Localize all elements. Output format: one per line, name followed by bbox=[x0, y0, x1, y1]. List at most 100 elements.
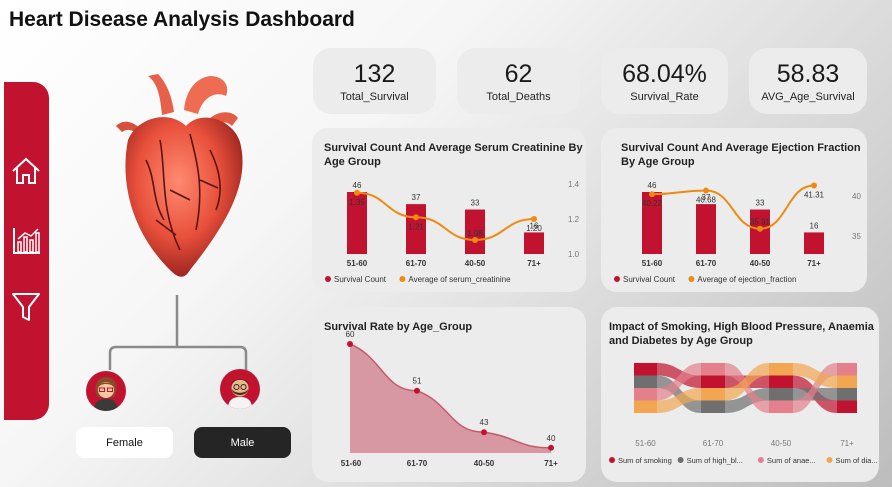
x-tick-label: 61-70 bbox=[407, 459, 428, 468]
male-avatar[interactable] bbox=[220, 369, 260, 409]
ribbon-segment bbox=[634, 388, 657, 401]
kpi-value: 132 bbox=[353, 60, 396, 88]
bar bbox=[696, 204, 716, 254]
y2-tick-label: 1.4 bbox=[568, 180, 580, 189]
line-label: 40.68 bbox=[696, 196, 717, 205]
bar bbox=[465, 209, 485, 254]
ribbon-segment bbox=[701, 363, 725, 376]
chart-title: Survival Rate by Age_Group bbox=[324, 321, 473, 333]
legend-marker bbox=[826, 457, 833, 463]
male-filter-button[interactable]: Male bbox=[194, 427, 291, 458]
line-label: 41.31 bbox=[804, 191, 825, 200]
area-label: 43 bbox=[480, 418, 489, 427]
chart-card-ejection: Survival Count And Average Ejection Frac… bbox=[601, 128, 867, 292]
ribbon-segment bbox=[769, 375, 793, 388]
area-point bbox=[414, 387, 420, 394]
bar-label: 16 bbox=[530, 221, 539, 230]
home-icon[interactable] bbox=[9, 154, 43, 188]
female-filter-button[interactable]: Female bbox=[76, 427, 173, 458]
risk-factors-ribbon-chart: 51-60 61-70 40-50 71+ Sum of smoking Sum of h… bbox=[609, 363, 878, 465]
x-tick-label: 40-50 bbox=[750, 259, 771, 268]
ribbon-segment bbox=[769, 400, 793, 413]
ribbon-segment bbox=[701, 375, 725, 388]
x-tick-label: 61-70 bbox=[406, 259, 427, 268]
line-point bbox=[472, 237, 478, 243]
kpi-avg-age-survival: 58.83 AVG_Age_Survival bbox=[749, 48, 867, 114]
x-tick-label: 40-50 bbox=[771, 439, 792, 448]
kpi-label: Survival_Rate bbox=[630, 91, 699, 103]
chart-card-risk-factors: Impact of Smoking, High Blood Pressure, … bbox=[601, 307, 879, 482]
ribbon-segment bbox=[634, 363, 657, 376]
x-tick-label: 71+ bbox=[544, 459, 558, 468]
filter-icon[interactable] bbox=[9, 290, 43, 324]
kpi-value: 68.04% bbox=[622, 60, 707, 88]
x-tick-label: 71+ bbox=[840, 439, 854, 448]
x-tick-label: 51-60 bbox=[341, 459, 362, 468]
chart-title: Impact of Smoking, High Blood Pressure, … bbox=[609, 321, 874, 347]
legend-label: Survival Count bbox=[623, 275, 676, 284]
line-label: 1.08 bbox=[467, 229, 483, 238]
legend-marker bbox=[688, 276, 695, 282]
y2-tick-label: 40 bbox=[852, 192, 861, 201]
ribbon-segment bbox=[837, 400, 857, 413]
x-tick-label: 61-70 bbox=[703, 439, 724, 448]
legend-label: Average of ejection_fraction bbox=[697, 275, 796, 284]
bar-label: 46 bbox=[648, 181, 657, 190]
ribbon-segment bbox=[634, 400, 657, 413]
legend-marker bbox=[614, 276, 620, 282]
x-tick-label: 61-70 bbox=[696, 259, 717, 268]
kpi-label: Total_Survival bbox=[340, 91, 409, 103]
ribbon-band bbox=[657, 388, 701, 413]
area-point bbox=[347, 341, 353, 347]
kpi-label: Total_Deaths bbox=[486, 91, 551, 103]
gender-connector bbox=[108, 295, 248, 370]
legend-marker bbox=[609, 457, 615, 463]
x-tick-label: 40-50 bbox=[465, 259, 486, 268]
legend-marker bbox=[325, 276, 331, 282]
chart-card-creatinine: Survival Count And Average Serum Creatin… bbox=[312, 128, 586, 292]
sidebar bbox=[4, 82, 49, 420]
ribbon-band bbox=[725, 388, 769, 413]
heart-illustration bbox=[116, 74, 243, 277]
ribbon-segment bbox=[769, 388, 793, 401]
area-label: 60 bbox=[346, 330, 355, 339]
survival-rate-area-chart: 60 51-60 51 61-70 43 40-50 40 71+ bbox=[341, 330, 558, 468]
ribbon-segment bbox=[701, 388, 725, 401]
bar bbox=[804, 232, 824, 254]
line-point bbox=[703, 187, 709, 194]
kpi-value: 62 bbox=[504, 60, 533, 88]
bar bbox=[347, 192, 367, 254]
legend-label: Survival Count bbox=[334, 275, 387, 284]
female-avatar[interactable] bbox=[86, 371, 126, 411]
bar-chart-icon[interactable] bbox=[9, 224, 43, 258]
ejection-combo-chart: 46 51-60 37 61-70 33 40-50 16 71+ 40.22 40.68 35.9… bbox=[614, 181, 861, 284]
legend-label: Average of serum_creatinine bbox=[408, 275, 511, 284]
ribbon-band bbox=[793, 363, 837, 388]
legend-label: Sum of dia... bbox=[836, 456, 878, 465]
legend-marker bbox=[757, 457, 764, 463]
kpi-value: 58.83 bbox=[776, 60, 840, 88]
line-label: 40.22 bbox=[642, 199, 663, 208]
line-label: 1.21 bbox=[408, 222, 424, 231]
chart-card-survival-rate: Survival Rate by Age_Group 60 51-60 51 61-7… bbox=[312, 307, 586, 482]
legend-marker bbox=[399, 276, 406, 282]
ribbon-segment bbox=[837, 375, 857, 388]
bar-label: 16 bbox=[810, 221, 819, 230]
x-tick-label: 51-60 bbox=[347, 259, 368, 268]
line-point bbox=[649, 191, 655, 198]
chart-title: Survival Count And Average Ejection Frac… bbox=[621, 142, 861, 168]
bar bbox=[524, 232, 544, 254]
line-point bbox=[531, 216, 537, 222]
area-point bbox=[548, 444, 554, 451]
ribbon-segment bbox=[701, 400, 725, 413]
legend-label: Sum of smoking bbox=[618, 456, 672, 465]
line-label: 1.20 bbox=[526, 224, 542, 233]
x-tick-label: 51-60 bbox=[642, 259, 663, 268]
line-point bbox=[354, 189, 360, 196]
area-point bbox=[481, 429, 487, 436]
y2-tick-label: 1.2 bbox=[568, 215, 580, 224]
kpi-total-survival: 132 Total_Survival bbox=[313, 48, 436, 114]
bar-label: 37 bbox=[702, 193, 711, 202]
ribbon-segment bbox=[837, 388, 857, 401]
ribbon-segment bbox=[634, 375, 657, 388]
